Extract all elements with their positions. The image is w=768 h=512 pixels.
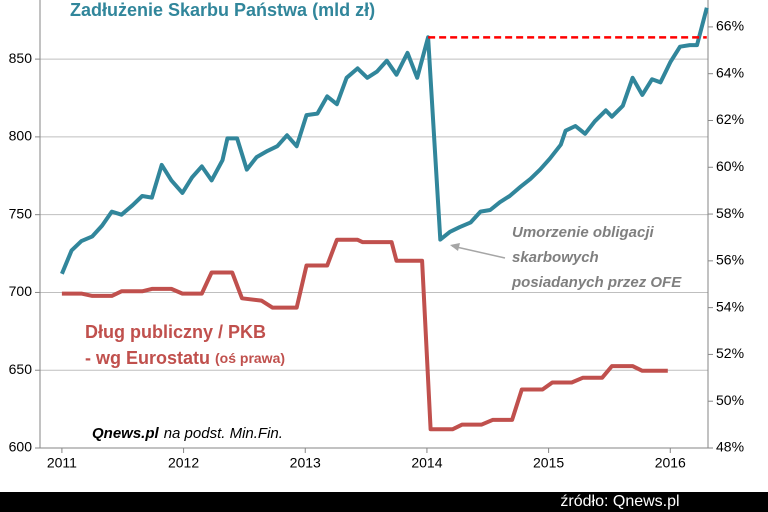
y-tick-label: 700: [9, 283, 33, 299]
series-line: [60, 7, 709, 275]
source-note: Qnews.pl na podst. Min.Fin.: [92, 425, 283, 442]
y2-tick-label: 56%: [716, 252, 744, 268]
series-label: Zadłużenie Skarbu Państwa (mld zł): [70, 0, 375, 20]
x-tick-label: 2011: [47, 455, 77, 471]
series-label-line: - wg Eurostatu (oś prawa): [85, 348, 285, 368]
x-tick-label: 2013: [290, 455, 321, 471]
y2-tick-label: 48%: [716, 439, 744, 455]
annotation: Umorzenie obligacji: [512, 224, 655, 241]
x-tick-label: 2012: [168, 455, 199, 471]
y2-tick-label: 54%: [716, 298, 744, 314]
axes: 600 650 700 750 800 850 48% 50% 52% 54% 56% 58% 60% 6…: [9, 0, 744, 471]
y-tick-label: 800: [9, 128, 33, 144]
y-tick-label: 600: [9, 439, 33, 455]
footer: źródło: Qnews.pl: [560, 493, 679, 510]
y-tick-label: 850: [9, 50, 33, 66]
footer-band: [0, 492, 768, 512]
annotation: posiadanych przez OFE: [511, 274, 682, 291]
annotation: - wg Eurostatu: [85, 348, 210, 368]
plot: [60, 7, 709, 432]
x-tick-label: 2014: [411, 455, 442, 471]
x-tick-label: 2015: [533, 455, 564, 471]
series-label: Dług publiczny / PKB: [85, 322, 266, 342]
y2-tick-label: 52%: [716, 345, 744, 361]
annotation: na podst. Min.Fin.: [164, 425, 283, 442]
y-tick-label: 750: [9, 205, 33, 221]
y2-tick-label: 50%: [716, 392, 744, 408]
annotation: Qnews.pl: [92, 425, 160, 442]
y2-tick-label: 66%: [716, 18, 744, 34]
y-tick-label: 650: [9, 361, 33, 377]
annotation: skarbowych: [512, 249, 599, 266]
y2-tick-label: 58%: [716, 205, 744, 221]
series-line: [61, 237, 668, 432]
y2-tick-label: 60%: [716, 158, 744, 174]
arrow: [451, 245, 506, 259]
arrow-head: [450, 243, 460, 251]
annotation: (oś prawa): [215, 350, 285, 366]
y2-tick-label: 64%: [716, 64, 744, 80]
y2-tick-label: 62%: [716, 111, 744, 127]
x-tick-label: 2016: [655, 455, 686, 471]
